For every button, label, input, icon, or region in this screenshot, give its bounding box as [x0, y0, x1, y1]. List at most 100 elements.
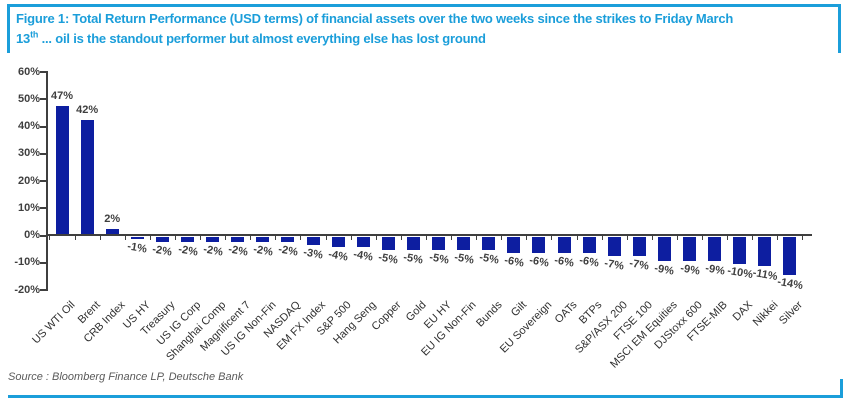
category-label: Bunds — [473, 299, 505, 330]
x-tick — [300, 236, 302, 240]
y-tick-label: 0% — [24, 229, 40, 241]
x-tick — [425, 236, 427, 240]
chart-bar — [532, 236, 546, 253]
y-tick — [40, 180, 46, 182]
x-tick — [325, 236, 327, 240]
x-tick — [149, 236, 151, 240]
x-tick — [727, 236, 729, 240]
y-tick-label: 40% — [17, 120, 40, 132]
x-tick — [526, 236, 528, 240]
x-tick — [802, 236, 804, 240]
title-frame — [7, 4, 841, 53]
chart-bar — [181, 236, 194, 242]
bar-value-label: 42% — [76, 104, 99, 117]
figure-title-line1: Figure 1: Total Return Performance (USD … — [16, 11, 734, 26]
chart-bar — [356, 236, 370, 248]
figure-title-superscript: th — [30, 29, 39, 40]
y-tick-label: 10% — [17, 201, 40, 214]
chart-bar — [507, 236, 521, 253]
chart-bar — [582, 236, 596, 253]
x-tick — [49, 236, 51, 240]
x-tick — [174, 236, 176, 240]
figure-title: Figure 1: Total Return Performance (USD … — [16, 9, 832, 49]
chart-bar — [708, 236, 722, 262]
figure-title-line2-rest: ... oil is the standout performer but al… — [38, 31, 486, 46]
y-tick — [40, 289, 46, 291]
chart-bar — [733, 236, 747, 264]
x-tick — [676, 236, 678, 240]
y-tick-label: -10% — [14, 256, 40, 269]
x-axis-line — [46, 234, 812, 236]
x-tick — [702, 236, 704, 240]
x-tick — [626, 236, 628, 240]
x-tick — [250, 236, 252, 240]
x-tick — [375, 236, 377, 240]
x-tick — [651, 236, 653, 240]
category-label: US WTI Oil — [30, 299, 78, 347]
chart-bar — [482, 236, 496, 251]
x-tick — [200, 236, 202, 240]
chart-bar — [557, 236, 571, 253]
x-tick — [99, 236, 101, 240]
category-label: Nikkei — [750, 299, 781, 329]
chart-bar — [331, 236, 345, 248]
chart-bar — [281, 236, 295, 242]
x-tick — [576, 236, 578, 240]
x-tick — [551, 236, 553, 240]
y-tick — [40, 261, 46, 264]
chart-bar — [758, 236, 772, 267]
chart-bar — [607, 236, 621, 256]
x-tick — [601, 236, 603, 240]
category-label: OATs — [552, 299, 580, 326]
y-tick-label: -20% — [14, 283, 40, 296]
bottom-rule — [8, 395, 843, 398]
x-tick — [275, 236, 277, 240]
y-tick — [40, 207, 46, 210]
x-tick — [501, 236, 503, 240]
chart-bar — [231, 236, 245, 242]
chart-bar — [206, 236, 220, 242]
x-tick — [752, 236, 754, 240]
y-tick-label: 30% — [17, 147, 40, 160]
chart-bar — [406, 236, 420, 251]
chart-bar — [155, 236, 169, 242]
x-tick — [225, 236, 227, 240]
bar-value-label: -14% — [776, 275, 804, 292]
chart-bar — [306, 236, 320, 245]
chart-bar — [105, 229, 119, 235]
x-tick — [124, 236, 126, 240]
bar-value-label: 2% — [104, 213, 121, 226]
category-label: Gilt — [509, 299, 530, 320]
x-tick — [476, 236, 478, 240]
chart-bar — [632, 236, 646, 256]
chart-bar — [381, 236, 395, 251]
chart-bar — [657, 236, 671, 262]
y-tick-label: 50% — [17, 92, 40, 105]
figure-title-line2-number: 13 — [16, 31, 31, 46]
category-label: Silver — [777, 299, 806, 327]
x-tick — [400, 236, 402, 240]
y-tick — [40, 152, 46, 155]
chart-bar — [256, 236, 270, 242]
y-axis-line — [46, 71, 48, 291]
y-tick — [40, 98, 46, 101]
y-tick — [40, 71, 46, 73]
chart-bar — [783, 236, 797, 275]
source-line: Source : Bloomberg Finance LP, Deutsche … — [8, 371, 244, 383]
chart-bar — [80, 120, 94, 235]
chart-bar — [683, 236, 696, 262]
chart-bar — [432, 236, 445, 251]
x-tick — [350, 236, 352, 240]
x-tick — [451, 236, 453, 240]
y-tick-label: 20% — [17, 174, 40, 187]
chart-bar — [55, 106, 69, 235]
y-tick — [40, 234, 46, 237]
y-tick-label: 60% — [17, 65, 40, 78]
chart-bar — [130, 236, 144, 240]
bar-value-label: 47% — [50, 90, 74, 103]
chart-bar — [457, 236, 471, 251]
x-tick — [74, 236, 76, 240]
y-tick — [40, 125, 46, 128]
